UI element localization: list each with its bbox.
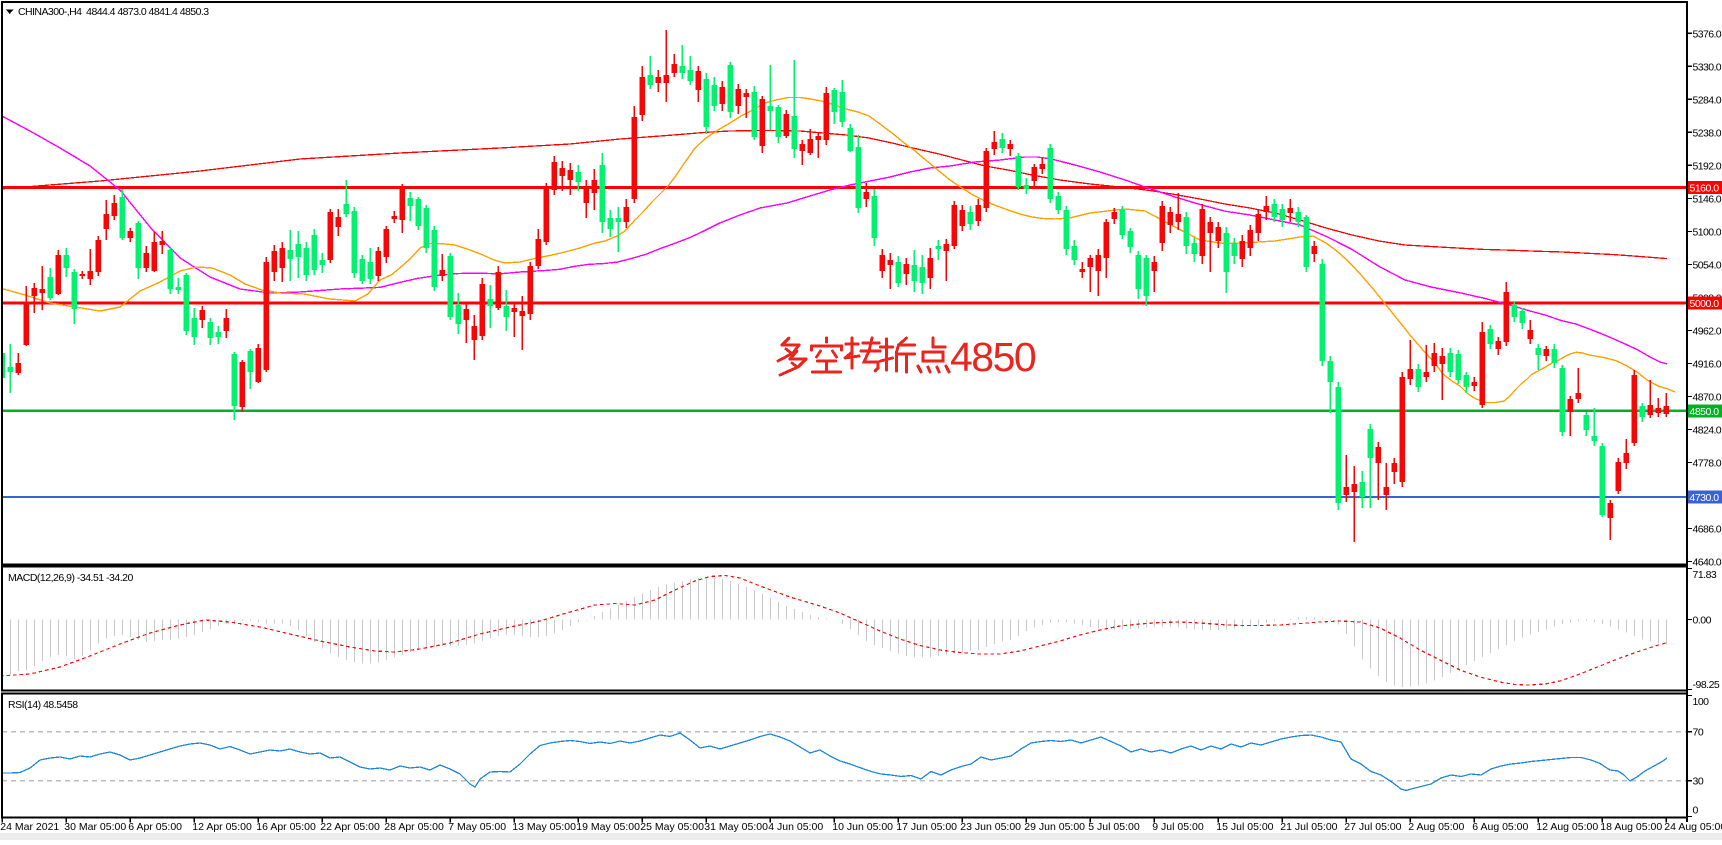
- svg-text:5192.0: 5192.0: [1693, 160, 1722, 172]
- svg-text:5376.0: 5376.0: [1693, 28, 1722, 40]
- svg-text:5160.0: 5160.0: [1690, 183, 1720, 195]
- svg-text:4640.0: 4640.0: [1693, 557, 1722, 569]
- svg-text:22 Apr 05:00: 22 Apr 05:00: [320, 821, 380, 833]
- svg-text:10 Jun 05:00: 10 Jun 05:00: [832, 821, 893, 833]
- svg-text:31 May 05:00: 31 May 05:00: [704, 821, 768, 833]
- svg-text:30: 30: [1693, 776, 1704, 788]
- svg-text:23 Jun 05:00: 23 Jun 05:00: [960, 821, 1021, 833]
- svg-text:4870.0: 4870.0: [1693, 391, 1722, 403]
- svg-text:-98.25: -98.25: [1693, 679, 1720, 691]
- svg-text:15 Jul 05:00: 15 Jul 05:00: [1216, 821, 1273, 833]
- svg-text:CHINA300-,H4 4844.4 4873.0 48: CHINA300-,H4 4844.4 4873.0 4841.4 4850.3: [18, 6, 209, 18]
- svg-text:24 Aug 05:00: 24 Aug 05:00: [1664, 821, 1722, 833]
- svg-text:18 Aug 05:00: 18 Aug 05:00: [1600, 821, 1662, 833]
- svg-text:5000.0: 5000.0: [1690, 298, 1720, 310]
- svg-text:5238.0: 5238.0: [1693, 127, 1722, 139]
- svg-text:28 Apr 05:00: 28 Apr 05:00: [384, 821, 444, 833]
- svg-text:4730.0: 4730.0: [1690, 492, 1720, 504]
- svg-text:12 Apr 05:00: 12 Apr 05:00: [192, 821, 252, 833]
- svg-text:27 Jul 05:00: 27 Jul 05:00: [1344, 821, 1401, 833]
- svg-text:4 Jun 05:00: 4 Jun 05:00: [768, 821, 823, 833]
- svg-text:5054.0: 5054.0: [1693, 259, 1722, 271]
- svg-text:6 Apr 05:00: 6 Apr 05:00: [128, 821, 182, 833]
- svg-text:71.83: 71.83: [1693, 569, 1717, 581]
- svg-text:4962.0: 4962.0: [1693, 325, 1722, 337]
- svg-text:30 Mar 05:00: 30 Mar 05:00: [64, 821, 126, 833]
- svg-text:5146.0: 5146.0: [1693, 193, 1722, 205]
- svg-text:6 Aug 05:00: 6 Aug 05:00: [1472, 821, 1528, 833]
- svg-text:0: 0: [1693, 805, 1699, 817]
- svg-text:5284.0: 5284.0: [1693, 94, 1722, 106]
- svg-text:5 Jul 05:00: 5 Jul 05:00: [1088, 821, 1140, 833]
- svg-text:4686.0: 4686.0: [1693, 524, 1722, 536]
- svg-text:24 Mar 2021: 24 Mar 2021: [0, 821, 59, 833]
- svg-text:21 Jul 05:00: 21 Jul 05:00: [1280, 821, 1337, 833]
- svg-text:17 Jun 05:00: 17 Jun 05:00: [896, 821, 957, 833]
- svg-text:RSI(14) 48.5458: RSI(14) 48.5458: [8, 699, 78, 711]
- svg-text:13 May 05:00: 13 May 05:00: [512, 821, 576, 833]
- svg-text:5100.0: 5100.0: [1693, 226, 1722, 238]
- svg-text:12 Aug 05:00: 12 Aug 05:00: [1536, 821, 1598, 833]
- svg-text:5330.0: 5330.0: [1693, 61, 1722, 73]
- svg-text:0.00: 0.00: [1693, 615, 1712, 627]
- svg-text:4850: 4850: [950, 334, 1036, 380]
- svg-text:4824.0: 4824.0: [1693, 425, 1722, 437]
- svg-text:100: 100: [1693, 696, 1710, 708]
- svg-text:2 Aug 05:00: 2 Aug 05:00: [1408, 821, 1464, 833]
- svg-text:4850.0: 4850.0: [1690, 406, 1720, 418]
- svg-text:7 May 05:00: 7 May 05:00: [448, 821, 506, 833]
- svg-text:25 May 05:00: 25 May 05:00: [640, 821, 704, 833]
- svg-text:4916.0: 4916.0: [1693, 358, 1722, 370]
- svg-text:29 Jun 05:00: 29 Jun 05:00: [1024, 821, 1085, 833]
- svg-text:19 May 05:00: 19 May 05:00: [576, 821, 640, 833]
- svg-text:MACD(12,26,9) -34.51 -34.20: MACD(12,26,9) -34.51 -34.20: [8, 572, 133, 584]
- svg-text:4778.0: 4778.0: [1693, 458, 1722, 470]
- svg-text:16 Apr 05:00: 16 Apr 05:00: [256, 821, 316, 833]
- svg-text:70: 70: [1693, 727, 1704, 739]
- svg-text:9 Jul 05:00: 9 Jul 05:00: [1152, 821, 1204, 833]
